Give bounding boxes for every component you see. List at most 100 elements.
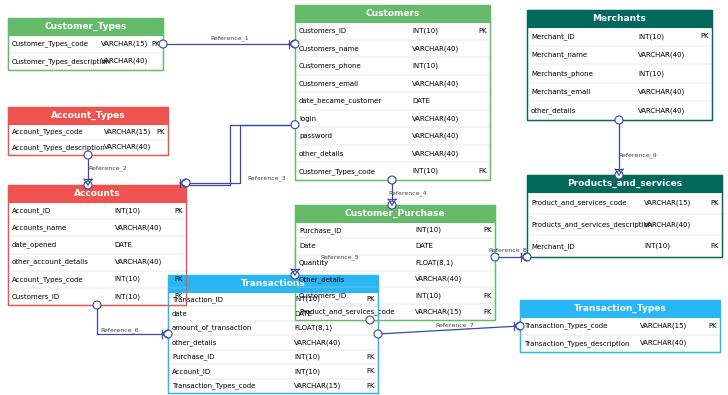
Text: Merchant_name: Merchant_name <box>531 51 587 58</box>
Text: INT(10): INT(10) <box>638 33 664 40</box>
Text: VARCHAR(40): VARCHAR(40) <box>638 107 685 114</box>
Text: Transactions: Transactions <box>241 279 305 288</box>
Text: Reference_7: Reference_7 <box>435 322 475 328</box>
Text: Customers_ID: Customers_ID <box>299 27 347 34</box>
Text: Customer_Purchase: Customer_Purchase <box>344 209 446 218</box>
Circle shape <box>182 179 190 187</box>
Text: Account_Types_code: Account_Types_code <box>12 128 84 135</box>
Text: Customers: Customers <box>365 9 419 18</box>
Text: Merchants_phone: Merchants_phone <box>531 70 593 77</box>
Text: INT(10): INT(10) <box>294 368 320 374</box>
Text: FK: FK <box>175 276 183 282</box>
Text: PK: PK <box>151 41 160 47</box>
FancyBboxPatch shape <box>8 124 168 155</box>
Text: INT(10): INT(10) <box>115 207 141 214</box>
Text: date: date <box>172 310 188 317</box>
FancyBboxPatch shape <box>8 35 163 70</box>
Text: VARCHAR(40): VARCHAR(40) <box>640 340 687 346</box>
Text: Customer_Types_description: Customer_Types_description <box>12 58 111 65</box>
Text: FK: FK <box>175 293 183 299</box>
Text: PK: PK <box>711 200 719 206</box>
Text: FLOAT(8,1): FLOAT(8,1) <box>294 325 332 331</box>
Text: PK: PK <box>157 129 165 135</box>
Text: INT(10): INT(10) <box>415 292 441 299</box>
Text: PK: PK <box>175 208 183 214</box>
Text: amount_of_transaction: amount_of_transaction <box>172 325 253 331</box>
Text: DATE: DATE <box>294 310 312 317</box>
Text: FLOAT(8,1): FLOAT(8,1) <box>415 260 453 266</box>
FancyBboxPatch shape <box>527 175 722 192</box>
Text: date_opened: date_opened <box>12 241 57 248</box>
Text: other_details: other_details <box>172 339 218 346</box>
Text: VARCHAR(15): VARCHAR(15) <box>415 308 462 315</box>
Text: Product_and_services_code: Product_and_services_code <box>299 308 395 315</box>
Text: Quantity: Quantity <box>299 260 329 266</box>
Text: Transaction_Types_description: Transaction_Types_description <box>524 340 630 347</box>
Text: Account_ID: Account_ID <box>12 207 51 214</box>
Text: other_details: other_details <box>299 150 344 157</box>
Text: VARCHAR(15): VARCHAR(15) <box>644 199 692 206</box>
Text: Reference_3: Reference_3 <box>248 175 286 181</box>
Text: FK: FK <box>366 369 375 374</box>
Text: Customer_Types_code: Customer_Types_code <box>299 168 376 175</box>
FancyBboxPatch shape <box>527 10 712 27</box>
FancyBboxPatch shape <box>520 300 720 317</box>
Text: VARCHAR(40): VARCHAR(40) <box>412 80 459 87</box>
Text: Reference_9: Reference_9 <box>619 152 657 158</box>
Text: INT(10): INT(10) <box>638 70 664 77</box>
Text: PK: PK <box>478 28 487 34</box>
Text: Merchant_ID: Merchant_ID <box>531 243 574 250</box>
Text: VARCHAR(40): VARCHAR(40) <box>412 133 459 139</box>
FancyBboxPatch shape <box>295 22 490 180</box>
Circle shape <box>366 316 374 324</box>
Text: Transaction_Types_code: Transaction_Types_code <box>524 322 607 329</box>
Text: INT(10): INT(10) <box>644 243 670 249</box>
Text: Other_details: Other_details <box>299 276 346 282</box>
Text: Purchase_ID: Purchase_ID <box>172 354 215 360</box>
Text: Transaction_Types: Transaction_Types <box>574 304 666 313</box>
Text: FK: FK <box>478 168 487 174</box>
FancyBboxPatch shape <box>520 317 720 352</box>
Circle shape <box>388 176 396 184</box>
Text: Merchant_ID: Merchant_ID <box>531 33 574 40</box>
Text: Reference_1: Reference_1 <box>210 35 249 41</box>
Text: FK: FK <box>366 354 375 360</box>
FancyBboxPatch shape <box>168 292 378 393</box>
Circle shape <box>388 201 396 209</box>
Text: Products_and_services_description: Products_and_services_description <box>531 221 652 228</box>
Circle shape <box>159 40 167 48</box>
Text: Transaction_ID: Transaction_ID <box>172 296 223 303</box>
Text: INT(10): INT(10) <box>115 293 141 300</box>
FancyBboxPatch shape <box>527 27 712 120</box>
Text: Account_ID: Account_ID <box>172 368 211 375</box>
Text: INT(10): INT(10) <box>294 296 320 303</box>
Text: VARCHAR(40): VARCHAR(40) <box>104 144 151 150</box>
Text: FK: FK <box>366 383 375 389</box>
Text: INT(10): INT(10) <box>412 28 438 34</box>
Text: DATE: DATE <box>415 243 433 250</box>
Text: INT(10): INT(10) <box>294 354 320 360</box>
Text: Customers_ID: Customers_ID <box>299 292 347 299</box>
Text: Account_Types_description: Account_Types_description <box>12 144 106 150</box>
Text: date_became_customer: date_became_customer <box>299 98 382 104</box>
Text: Reference_2: Reference_2 <box>89 165 127 171</box>
FancyBboxPatch shape <box>527 192 722 257</box>
Text: PK: PK <box>708 323 717 329</box>
Circle shape <box>523 253 531 261</box>
Circle shape <box>291 271 299 279</box>
Text: Customers_email: Customers_email <box>299 80 359 87</box>
Text: VARCHAR(40): VARCHAR(40) <box>101 58 149 64</box>
Text: VARCHAR(15): VARCHAR(15) <box>640 322 687 329</box>
Text: Products_and_services: Products_and_services <box>567 179 682 188</box>
Text: Customers_name: Customers_name <box>299 45 360 52</box>
Text: Merchants_email: Merchants_email <box>531 89 590 96</box>
Text: Account_Types: Account_Types <box>51 111 125 120</box>
Text: VARCHAR(40): VARCHAR(40) <box>415 276 462 282</box>
Text: VARCHAR(40): VARCHAR(40) <box>412 150 459 157</box>
Text: other_details: other_details <box>531 107 577 114</box>
Text: password: password <box>299 133 332 139</box>
FancyBboxPatch shape <box>295 205 495 222</box>
FancyBboxPatch shape <box>8 107 168 124</box>
Text: Customer_Types: Customer_Types <box>44 22 127 31</box>
Text: INT(10): INT(10) <box>412 63 438 69</box>
